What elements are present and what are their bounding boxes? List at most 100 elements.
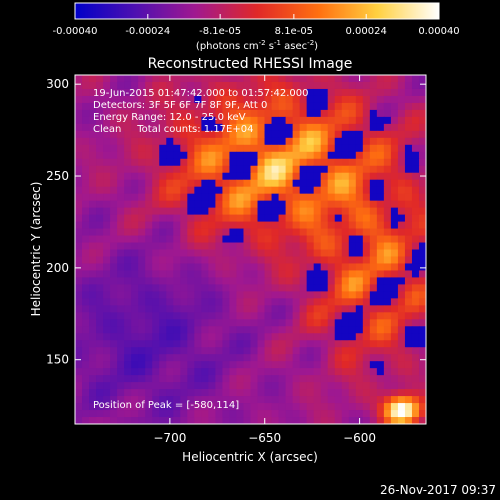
heatmap-cell [145, 144, 153, 153]
heatmap-cell [348, 326, 357, 334]
heatmap-cell [362, 354, 371, 362]
heatmap-cell [348, 284, 357, 292]
heatmap-cell [404, 326, 413, 334]
heatmap-cell [173, 403, 181, 411]
heatmap-cell [208, 382, 216, 390]
heatmap-cell [215, 284, 223, 292]
heatmap-cell [404, 228, 413, 236]
heatmap-cell [285, 333, 294, 341]
heatmap-cell [404, 144, 413, 153]
heatmap-cell [194, 165, 202, 174]
heatmap-cell [362, 95, 371, 104]
heatmap-cell [96, 368, 104, 376]
heatmap-cell [355, 263, 364, 271]
heatmap-cell [117, 326, 125, 334]
heatmap-cell [180, 403, 188, 411]
heatmap-cell [187, 382, 195, 390]
heatmap-cell [404, 102, 413, 111]
heatmap-cell [306, 144, 315, 153]
heatmap-cell [103, 270, 111, 278]
heatmap-cell [411, 354, 420, 362]
heatmap-cell [208, 151, 216, 160]
heatmap-cell [264, 235, 272, 243]
heatmap-cell [327, 375, 336, 383]
heatmap-cell [257, 368, 265, 376]
heatmap-cell [285, 298, 294, 306]
heatmap-cell [411, 207, 420, 215]
heatmap-cell [411, 340, 420, 348]
heatmap-cell [362, 326, 371, 334]
heatmap-cell [159, 249, 167, 257]
heatmap-cell [187, 186, 195, 195]
heatmap-cell [75, 298, 83, 306]
colorbar-tick-label: -0.00024 [125, 26, 170, 37]
heatmap-cell [334, 95, 343, 104]
heatmap-cell [313, 193, 322, 202]
heatmap-cell [110, 368, 118, 376]
heatmap-cell [250, 158, 258, 167]
heatmap-cell [264, 298, 272, 306]
heatmap-cell [348, 277, 357, 285]
heatmap-cell [243, 172, 251, 181]
heatmap-cell [299, 81, 308, 90]
heatmap-cell [355, 347, 364, 355]
heatmap-cell [334, 347, 343, 355]
heatmap-cell [110, 116, 118, 125]
heatmap-cell [376, 312, 385, 320]
heatmap-cell [411, 270, 420, 278]
heatmap-cell [278, 179, 286, 188]
heatmap-cell [348, 242, 357, 250]
heatmap-cell [236, 403, 244, 411]
heatmap-cell [215, 123, 223, 132]
heatmap-cell [236, 319, 244, 327]
heatmap-cell [278, 256, 286, 264]
heatmap-cell [285, 340, 294, 348]
heatmap-cell [264, 123, 272, 132]
heatmap-cell [110, 137, 118, 146]
heatmap-cell [96, 326, 104, 334]
heatmap-cell [110, 361, 118, 369]
heatmap-cell [173, 137, 181, 146]
heatmap-cell [82, 158, 90, 167]
heatmap-cell [215, 158, 223, 167]
heatmap-cell [285, 403, 294, 411]
heatmap-cell [89, 298, 97, 306]
heatmap-cell [390, 221, 399, 229]
heatmap-cell [355, 291, 364, 299]
heatmap-cell [390, 340, 399, 348]
heatmap-cell [152, 95, 160, 104]
heatmap-cell [334, 165, 343, 174]
heatmap-cell [355, 284, 364, 292]
heatmap-cell [152, 263, 160, 271]
heatmap-cell [187, 263, 195, 271]
heatmap-cell [306, 284, 315, 292]
heatmap-cell [117, 354, 125, 362]
heatmap-cell [264, 207, 272, 215]
heatmap-cell [229, 410, 237, 418]
heatmap-cell [264, 326, 272, 334]
heatmap-cell [152, 361, 160, 369]
heatmap-cell [320, 137, 329, 146]
heatmap-cell [243, 221, 251, 229]
heatmap-cell [89, 389, 97, 397]
heatmap-cell [229, 291, 237, 299]
heatmap-cell [264, 382, 272, 390]
heatmap-cell [89, 130, 97, 139]
heatmap-cell [341, 389, 350, 397]
heatmap-cell [320, 312, 329, 320]
heatmap-cell [250, 361, 258, 369]
heatmap-cell [159, 263, 167, 271]
heatmap-cell [138, 172, 146, 181]
heatmap-cell [257, 165, 265, 174]
heatmap-cell [299, 284, 308, 292]
heatmap-cell [271, 109, 279, 118]
heatmap-cell [131, 235, 139, 243]
heatmap-cell [278, 403, 286, 411]
heatmap-cell [411, 298, 420, 306]
heatmap-cell [138, 214, 146, 222]
heatmap-cell [236, 333, 244, 341]
heatmap-cell [96, 179, 104, 188]
heatmap-cell [404, 95, 413, 104]
heatmap-cell [250, 88, 258, 97]
heatmap-cell [348, 130, 357, 139]
